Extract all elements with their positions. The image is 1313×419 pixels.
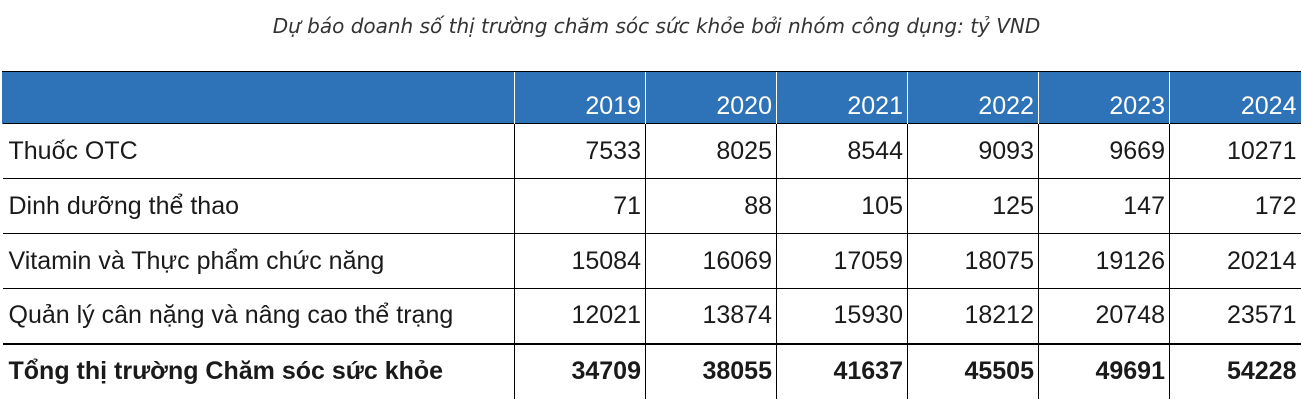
header-cell-2022: 2022	[907, 71, 1039, 124]
table-cell: 8025	[645, 123, 777, 179]
total-cell: 34709	[514, 342, 646, 399]
header-row: 2019 2020 2021 2022 2023 2024	[2, 71, 1301, 124]
table-cell: 23571	[1169, 288, 1301, 344]
table-cell: 147	[1038, 178, 1170, 234]
table-cell: 105	[776, 178, 908, 234]
table-cell: 88	[645, 178, 777, 234]
table-caption: Dự báo doanh số thị trường chăm sóc sức …	[272, 14, 1041, 38]
row-label: Thuốc OTC	[2, 123, 515, 179]
header-cell-2023: 2023	[1038, 71, 1170, 124]
table-row: Thuốc OTC 7533 8025 8544 9093 9669 10271	[2, 123, 1301, 179]
table-cell: 12021	[514, 288, 646, 344]
row-label: Dinh dưỡng thể thao	[2, 178, 515, 234]
table-cell: 71	[514, 178, 646, 234]
table-cell: 125	[907, 178, 1039, 234]
table-cell: 17059	[776, 233, 908, 289]
total-row: Tổng thị trường Chăm sóc sức khỏe 34709 …	[2, 342, 1301, 399]
header-cell-label	[2, 71, 515, 124]
table-cell: 20214	[1169, 233, 1301, 289]
header-cell-2024: 2024	[1169, 71, 1301, 124]
table-cell: 172	[1169, 178, 1301, 234]
row-label: Quản lý cân nặng và nâng cao thể trạng	[2, 288, 515, 344]
table-row: Quản lý cân nặng và nâng cao thể trạng 1…	[2, 288, 1301, 344]
header-cell-2020: 2020	[645, 71, 777, 124]
table-cell: 15084	[514, 233, 646, 289]
table-cell: 10271	[1169, 123, 1301, 179]
table-row: Vitamin và Thực phẩm chức năng 15084 160…	[2, 233, 1301, 289]
header-cell-2019: 2019	[514, 71, 646, 124]
total-cell: 49691	[1038, 342, 1170, 399]
total-cell: 38055	[645, 342, 777, 399]
table-cell: 18075	[907, 233, 1039, 289]
table-cell: 20748	[1038, 288, 1170, 344]
table-cell: 9669	[1038, 123, 1170, 179]
table-cell: 7533	[514, 123, 646, 179]
forecast-table: 2019 2020 2021 2022 2023 2024 Thuốc OTC …	[2, 71, 1301, 399]
table-cell: 18212	[907, 288, 1039, 344]
table-cell: 16069	[645, 233, 777, 289]
table-cell: 9093	[907, 123, 1039, 179]
table-cell: 19126	[1038, 233, 1170, 289]
table-cell: 13874	[645, 288, 777, 344]
total-row-label: Tổng thị trường Chăm sóc sức khỏe	[2, 342, 515, 399]
table-cell: 15930	[776, 288, 908, 344]
table-cell: 8544	[776, 123, 908, 179]
total-cell: 54228	[1169, 342, 1301, 399]
total-cell: 41637	[776, 342, 908, 399]
total-cell: 45505	[907, 342, 1039, 399]
row-label: Vitamin và Thực phẩm chức năng	[2, 233, 515, 289]
table-row: Dinh dưỡng thể thao 71 88 105 125 147 17…	[2, 178, 1301, 234]
header-cell-2021: 2021	[776, 71, 908, 124]
